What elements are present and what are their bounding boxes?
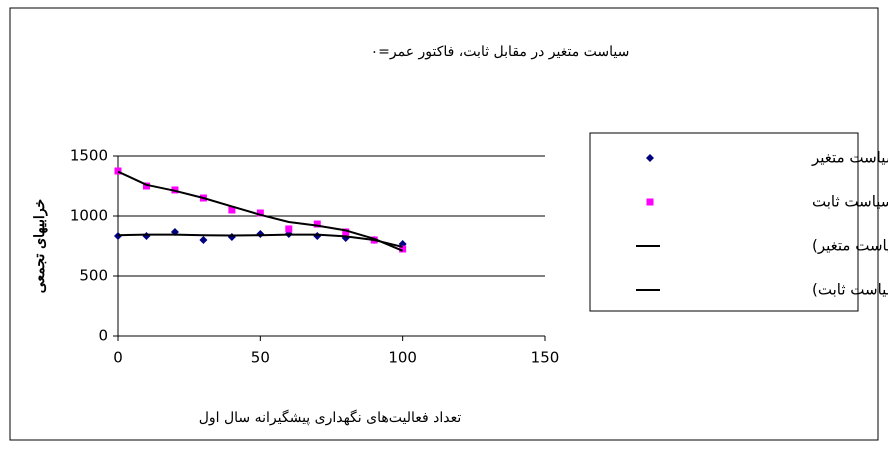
legend-label: سیاست متغیر — [811, 149, 888, 167]
trend-line — [117, 233, 403, 248]
point — [199, 236, 208, 244]
y-tick-label: 1000 — [70, 207, 108, 225]
y-tick-label: 500 — [79, 267, 108, 285]
legend-label: سیاست ثابت — [812, 193, 888, 211]
point — [114, 232, 122, 241]
x-tick-label: 100 — [388, 349, 417, 367]
y-tick-label: 0 — [98, 327, 108, 345]
x-axis-label: تعداد فعالیت‌های نگهداری پیشگیرانه سال ا… — [199, 409, 462, 426]
legend-swatch — [646, 154, 654, 162]
chart-title: سیاست متغیر در مقابل ثابت، فاکتور عمر=۰ — [371, 44, 630, 60]
trend-line — [117, 170, 404, 252]
point — [114, 167, 122, 175]
legend-swatch — [646, 198, 654, 206]
legend-label: Poly. (سیاست متغیر) — [812, 237, 888, 255]
x-tick-label: 50 — [251, 349, 270, 367]
x-tick-label: 0 — [113, 349, 123, 367]
point — [256, 209, 264, 217]
point — [342, 228, 350, 236]
y-axis-label: خرابیهای تجمعی — [32, 199, 48, 293]
point — [285, 225, 293, 233]
point — [399, 245, 407, 253]
point — [142, 182, 150, 190]
legend-label: Poly. (سیاست ثابت) — [812, 281, 888, 299]
y-tick-label: 1500 — [70, 147, 108, 165]
x-tick-label: 150 — [531, 349, 560, 367]
point — [313, 220, 321, 228]
legend-box — [589, 132, 859, 312]
point — [228, 206, 236, 214]
